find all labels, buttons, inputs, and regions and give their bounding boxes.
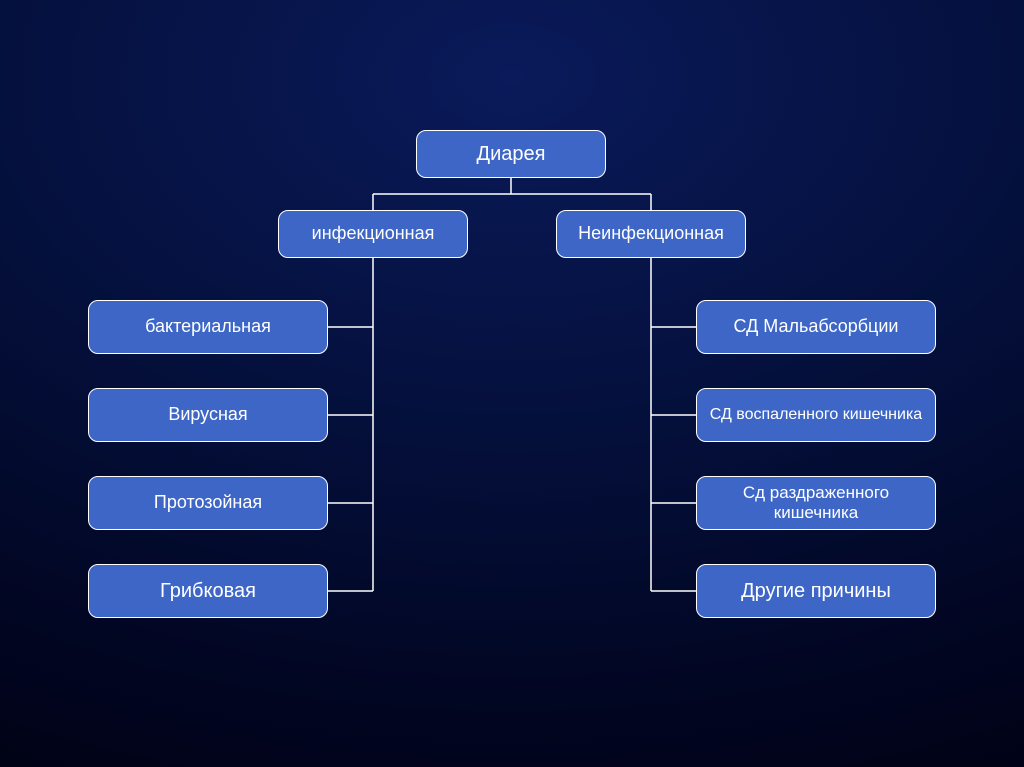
node-inf: инфекционная [278, 210, 468, 258]
node-label: Грибковая [160, 579, 256, 603]
node-ninf3: Сд раздраженного кишечника [696, 476, 936, 530]
node-label: Сд раздраженного кишечника [705, 483, 927, 524]
node-label: Диарея [477, 142, 546, 166]
node-label: Протозойная [154, 492, 262, 514]
node-label: СД воспаленного кишечника [710, 405, 922, 424]
node-ninf: Неинфекционная [556, 210, 746, 258]
node-root: Диарея [416, 130, 606, 178]
node-inf4: Грибковая [88, 564, 328, 618]
node-label: бактериальная [145, 316, 271, 338]
connector-layer [0, 0, 1024, 767]
node-ninf1: СД Мальабсорбции [696, 300, 936, 354]
node-ninf4: Другие причины [696, 564, 936, 618]
node-inf1: бактериальная [88, 300, 328, 354]
node-label: Другие причины [741, 579, 891, 603]
node-label: СД Мальабсорбции [734, 316, 899, 338]
node-label: Неинфекционная [578, 223, 724, 245]
node-inf2: Вирусная [88, 388, 328, 442]
node-label: Вирусная [168, 404, 247, 426]
node-label: инфекционная [312, 223, 435, 245]
node-ninf2: СД воспаленного кишечника [696, 388, 936, 442]
node-inf3: Протозойная [88, 476, 328, 530]
